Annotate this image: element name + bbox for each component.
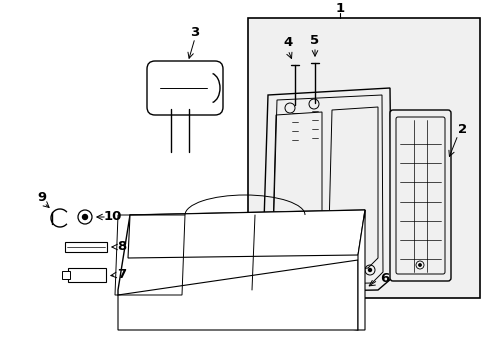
Bar: [247, 18, 479, 298]
Polygon shape: [357, 210, 364, 330]
Circle shape: [418, 264, 420, 266]
Bar: [65, 242, 107, 252]
Bar: [62, 271, 70, 279]
Text: 1: 1: [335, 1, 344, 14]
Text: 10: 10: [103, 211, 122, 224]
Polygon shape: [260, 88, 391, 292]
Text: 2: 2: [458, 123, 467, 136]
Text: 3: 3: [190, 26, 199, 39]
Text: 5: 5: [310, 33, 319, 46]
Text: 4: 4: [283, 36, 292, 49]
Text: 7: 7: [117, 269, 126, 282]
Polygon shape: [128, 210, 364, 258]
Circle shape: [82, 215, 87, 220]
FancyBboxPatch shape: [147, 61, 223, 115]
Polygon shape: [118, 260, 357, 330]
Text: 6: 6: [380, 271, 389, 284]
Bar: [68, 268, 106, 282]
Polygon shape: [118, 210, 364, 330]
Circle shape: [368, 269, 371, 271]
FancyBboxPatch shape: [389, 110, 450, 281]
Text: 9: 9: [38, 192, 46, 204]
Text: 8: 8: [117, 240, 126, 253]
